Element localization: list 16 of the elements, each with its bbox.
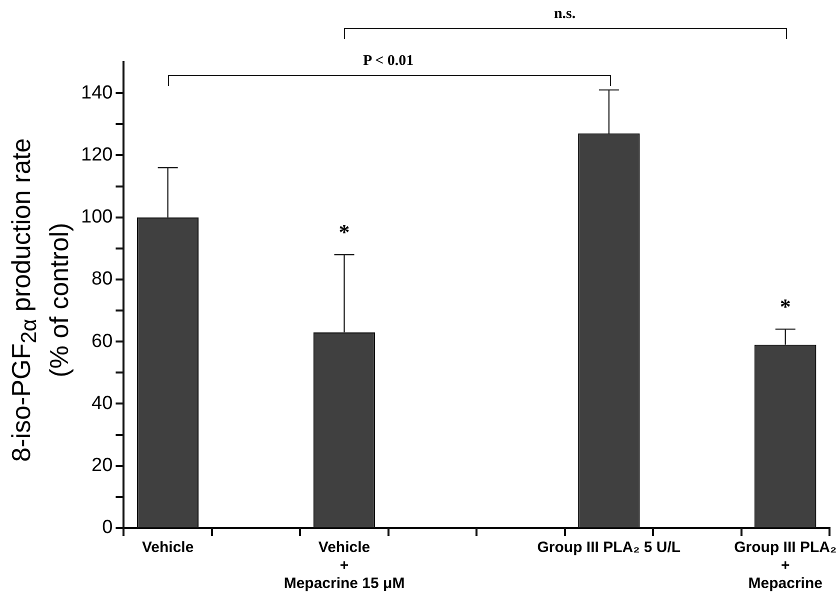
y-tick-label: 80 [92,268,113,290]
y-tick-label: 120 [81,144,113,166]
y-tick-label: 20 [92,455,113,476]
y-tick-label: 100 [81,206,113,228]
x-tick-label: Vehicle + Mepacrine 15 μM [284,539,405,592]
y-tick-label: 40 [92,392,113,414]
x-tick-label: Group III PLA₂ 5 U/L [537,539,681,556]
x-tick-label: Group III PLA₂ + Mepacrine [734,539,837,592]
y-tick-label: 140 [81,82,113,104]
annotation: * [780,294,791,320]
y-tick-label: 60 [92,330,113,352]
annotation: P < 0.01 [363,53,414,70]
text: n.s. [554,6,576,23]
y-tick-label: 0 [102,517,113,538]
x-tick-label: Vehicle [142,539,194,556]
annotation: * [338,220,350,245]
